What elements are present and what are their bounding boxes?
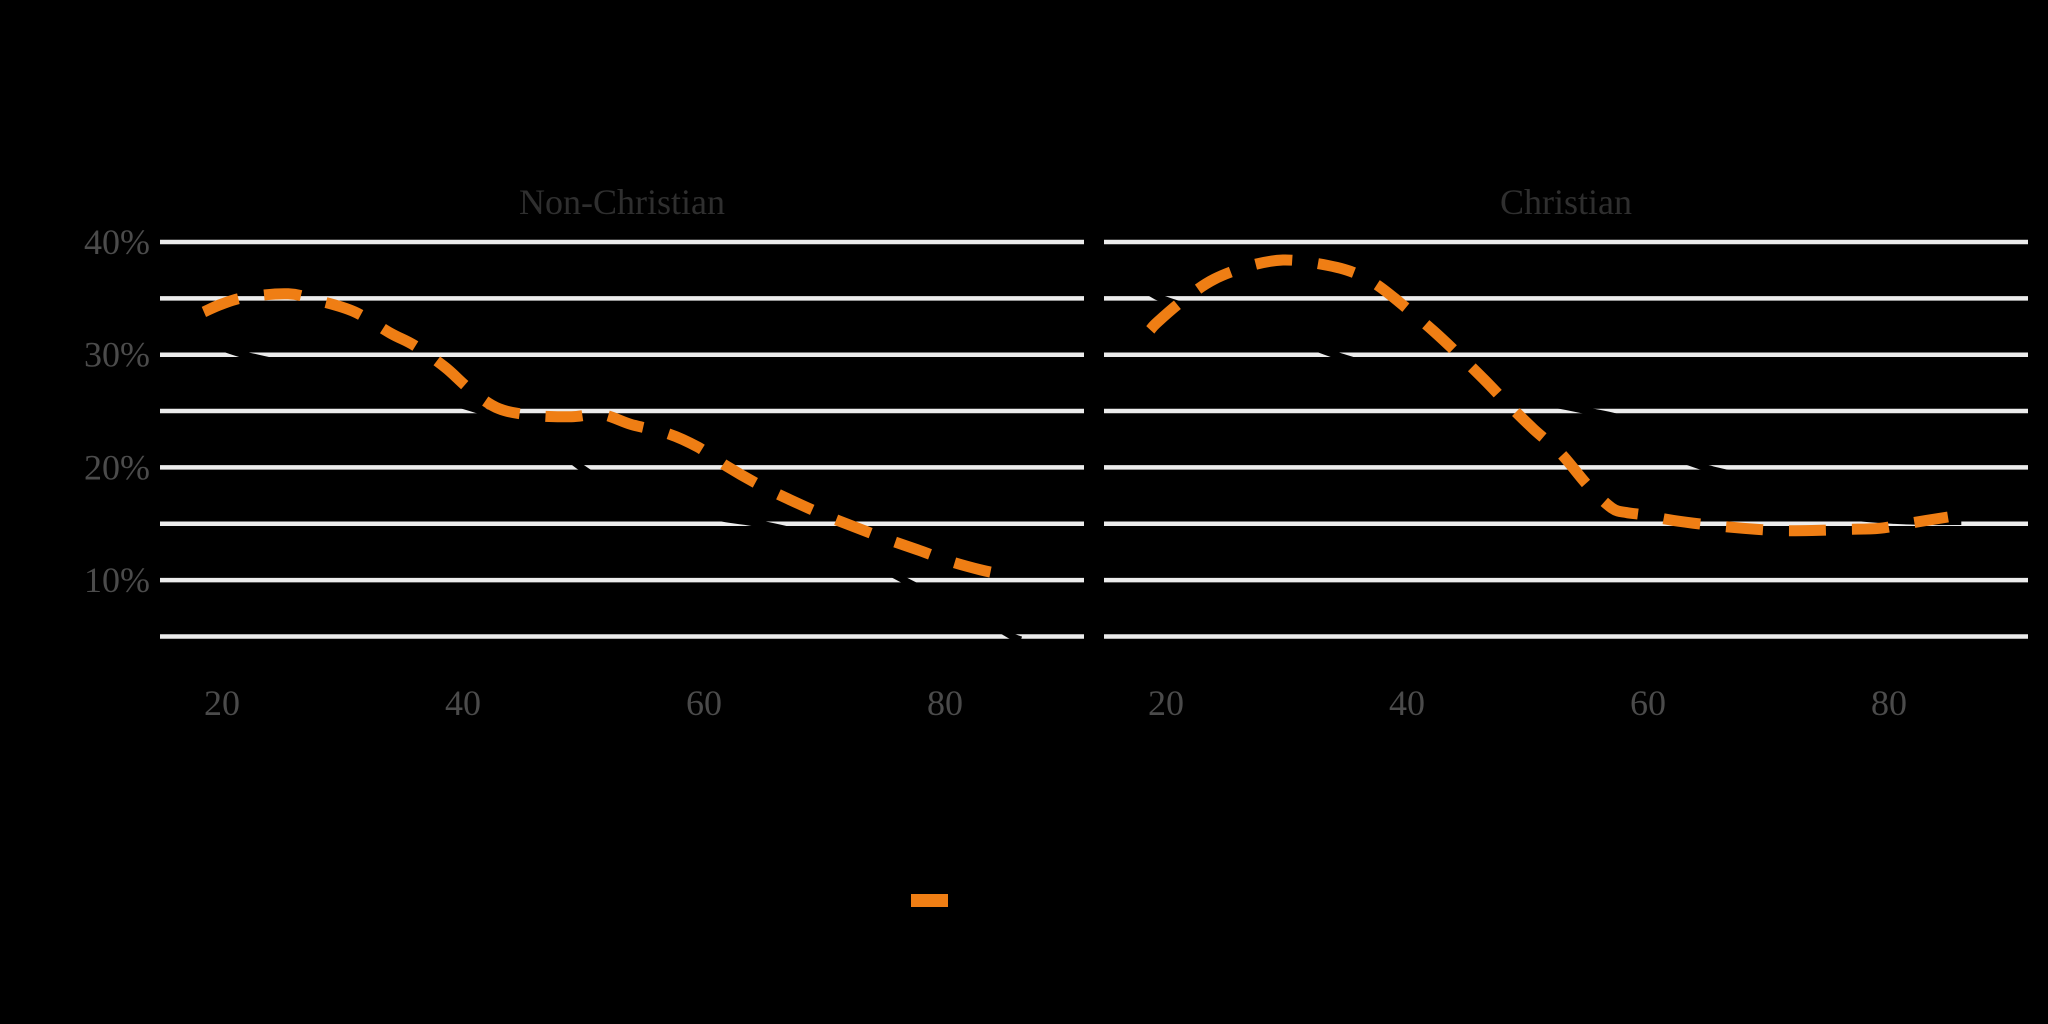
series-dashed-orange-line (1146, 254, 1949, 537)
y-tick-label: 20% (84, 447, 150, 487)
facet-panel-right: Christian 20 40 60 80 (1104, 182, 2028, 723)
y-tick-label: 40% (84, 222, 150, 262)
x-tick-label: 80 (927, 683, 963, 723)
x-tick-label: 40 (445, 683, 481, 723)
facet-title: Non-Christian (519, 182, 725, 222)
x-tick-label: 40 (1389, 683, 1425, 723)
x-tick-label: 60 (1630, 683, 1666, 723)
series-solid-black-line (1148, 289, 1962, 526)
facet-panel-left: Non-Christian 20 40 60 80 (160, 182, 1084, 723)
x-tick-label: 20 (1148, 683, 1184, 723)
x-tick-label: 80 (1871, 683, 1907, 723)
facet-title: Christian (1500, 182, 1632, 222)
legend-dash-marker (911, 894, 948, 907)
y-tick-label: 10% (84, 560, 150, 600)
y-tick-label: 30% (84, 335, 150, 375)
x-tick-label: 60 (686, 683, 722, 723)
series-solid-black-line (202, 337, 1023, 644)
series-dashed-orange-line (201, 288, 1004, 580)
x-tick-label: 20 (204, 683, 240, 723)
